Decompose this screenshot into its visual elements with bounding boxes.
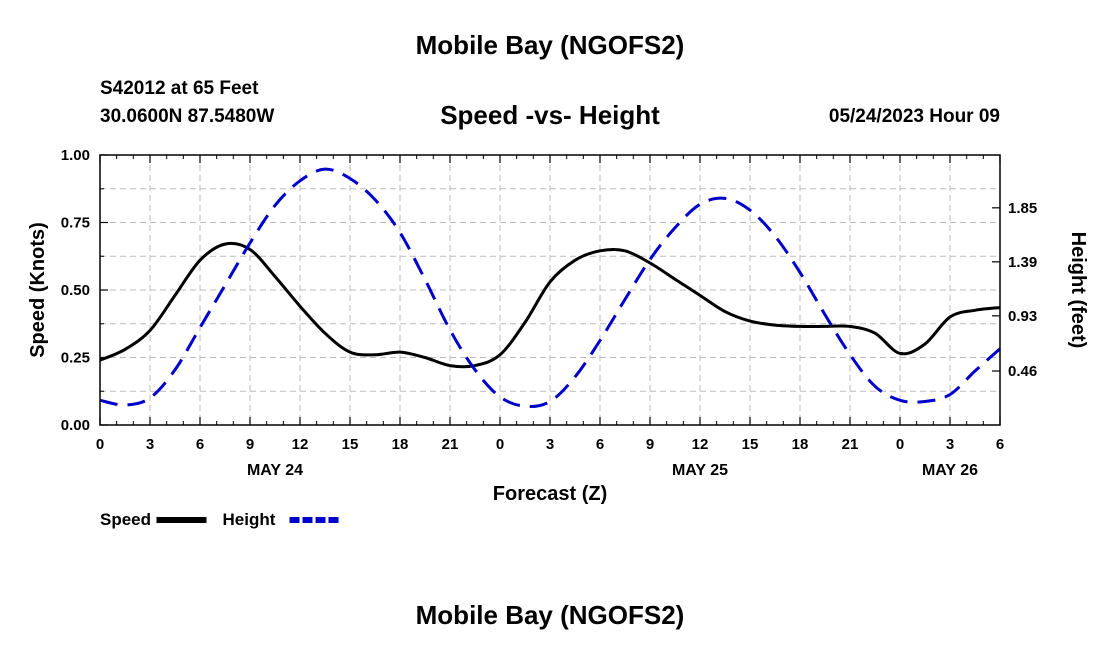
axis-ticks [99,154,1001,426]
x-tick-label: 3 [146,436,154,453]
chart-title: Mobile Bay (NGOFS2) [415,30,685,60]
x-tick-label: 21 [842,436,859,453]
series-line-speed [99,241,1001,369]
date-label: MAY 25 [672,462,728,479]
y-right-tick-label: 1.39 [1008,254,1037,271]
x-tick-label: 3 [946,436,954,453]
grid [100,155,1000,425]
x-tick-label: 3 [546,436,554,453]
legend-label-height: Height [223,510,276,529]
date-label: MAY 24 [247,462,303,479]
x-tick-label: 6 [596,436,604,453]
x-tick-label: 9 [646,436,654,453]
x-tick-label: 9 [246,436,254,453]
y-left-tick-label: 0.00 [61,417,90,434]
axis-labels: 0 3 6 9 12 15 18 21 0 3 6 9 12 15 18 21 0 3 6 0.00 0.25 0.50 0… [27,147,1089,505]
x-tick-label: 15 [742,436,759,453]
series-line-height [99,167,1001,408]
x-tick-label: 0 [96,436,104,453]
y-left-tick-label: 0.50 [61,282,90,299]
y-left-tick-label: 1.00 [61,147,90,164]
x-tick-label: 12 [292,436,309,453]
x-tick-label: 6 [996,436,1004,453]
x-tick-label: 12 [692,436,709,453]
y-left-axis-title: Speed (Knots) [27,222,49,358]
x-axis-title: Forecast (Z) [493,483,607,505]
x-tick-label: 18 [392,436,409,453]
x-tick-label: 15 [342,436,359,453]
y-left-tick-label: 0.25 [61,350,90,367]
coordinates-label: 30.0600N 87.5480W [100,106,275,127]
station-label: S42012 at 65 Feet [100,78,259,99]
date-label: MAY 26 [922,462,978,479]
repeated-chart-title: Mobile Bay (NGOFS2) [415,600,685,630]
x-tick-label: 6 [196,436,204,453]
x-tick-label: 0 [896,436,904,453]
x-tick-label: 21 [442,436,459,453]
legend-label-speed: Speed [100,510,151,529]
forecast-datetime: 05/24/2023 Hour 09 [828,106,1000,127]
y-right-tick-label: 1.85 [1008,200,1037,217]
series-group [99,167,1001,408]
legend: Speed Height [100,510,340,529]
x-tick-label: 18 [792,436,809,453]
y-right-tick-label: 0.93 [1008,308,1037,325]
y-left-tick-label: 0.75 [61,215,90,232]
chart-subtitle: Speed -vs- Height [440,100,660,130]
y-right-axis-title: Height (feet) [1067,232,1089,349]
y-right-tick-label: 0.46 [1008,363,1037,380]
x-tick-label: 0 [496,436,504,453]
